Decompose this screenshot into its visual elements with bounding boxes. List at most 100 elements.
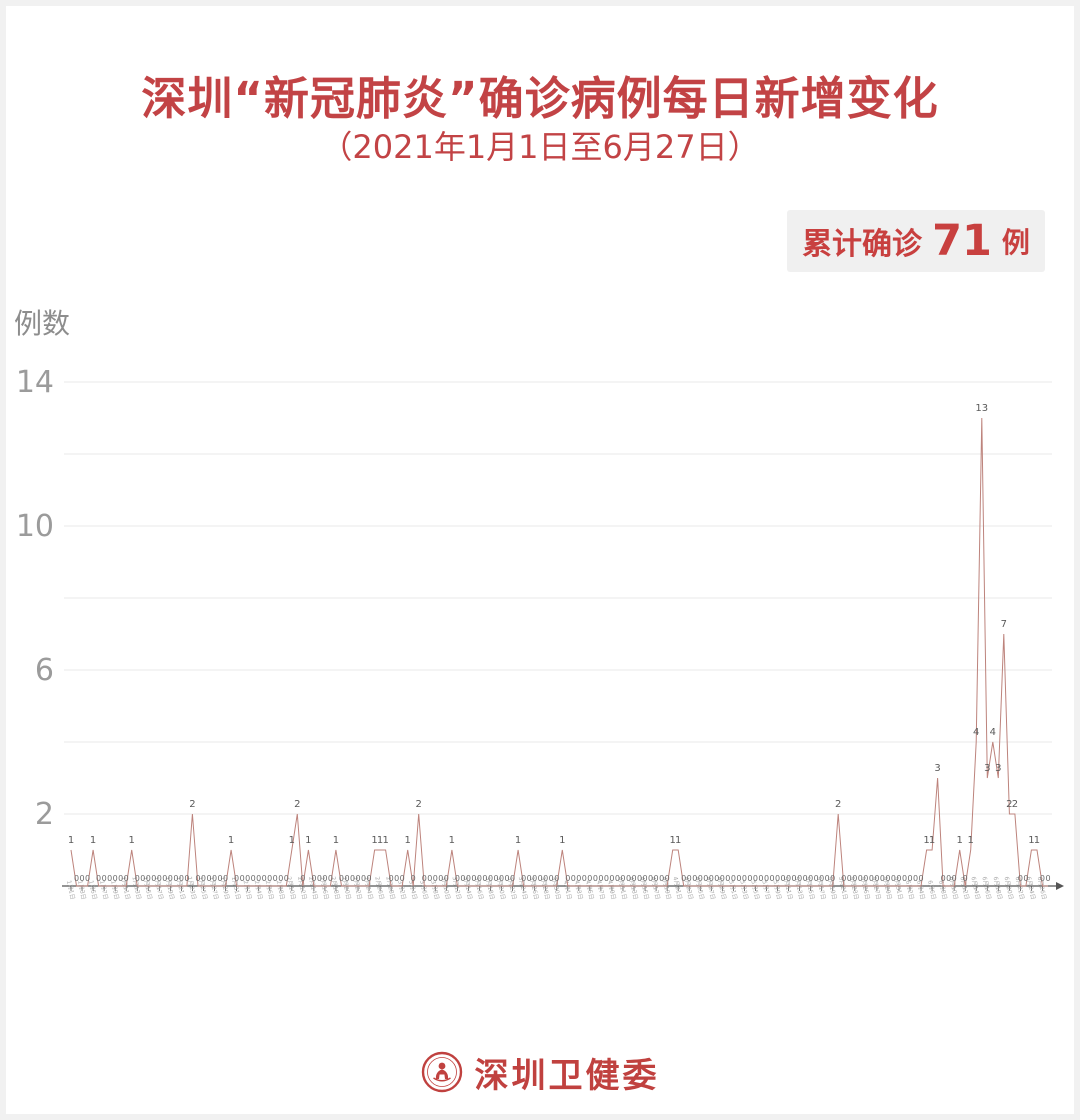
x-date-label: 6月22日 — [1014, 876, 1026, 900]
value-label: 1 — [371, 835, 377, 846]
zero-label: 0 — [427, 874, 432, 883]
x-date-label: 5月15日 — [804, 876, 816, 900]
zero-label: 0 — [223, 874, 228, 883]
value-label: 2 — [835, 799, 841, 810]
x-date-label: 2月4日 — [253, 880, 264, 901]
x-date-label: 3月6日 — [418, 880, 429, 901]
x-date-label: 1月5日 — [87, 880, 98, 901]
value-label: 3 — [984, 763, 990, 774]
zero-label: 0 — [317, 874, 322, 883]
x-date-label: 3月30日 — [550, 876, 562, 900]
zero-label: 0 — [654, 874, 659, 883]
zero-label: 0 — [549, 874, 554, 883]
daily-cases-chart: 2 6 10 14 1月1日 1月3日 1月5日 1月7日 1月9日 1月11日 1月13日 1月15… — [6, 336, 1074, 1016]
zero-label: 0 — [355, 874, 360, 883]
zero-label: 0 — [251, 874, 256, 883]
x-date-label: 6月18日 — [991, 876, 1003, 900]
zero-label: 0 — [135, 874, 140, 883]
x-date-label: 3月24日 — [517, 876, 529, 900]
zero-label: 0 — [941, 874, 946, 883]
x-date-label: 6月10日 — [947, 876, 959, 900]
zero-label: 0 — [626, 874, 631, 883]
zero-label: 0 — [234, 874, 239, 883]
zero-label: 0 — [814, 874, 819, 883]
zero-label: 0 — [521, 874, 526, 883]
zero-label: 0 — [74, 874, 79, 883]
zero-label: 0 — [460, 874, 465, 883]
zero-label: 0 — [565, 874, 570, 883]
x-date-label: 2月16日 — [318, 876, 330, 900]
value-label: 1 — [1028, 835, 1034, 846]
zero-label: 0 — [201, 874, 206, 883]
zero-label: 0 — [394, 874, 399, 883]
x-date-label: 2月24日 — [362, 876, 374, 900]
zero-label: 0 — [499, 874, 504, 883]
x-date-label: 3月28日 — [539, 876, 551, 900]
zero-label: 0 — [113, 874, 118, 883]
value-label: 2 — [416, 799, 422, 810]
zero-label: 0 — [151, 874, 156, 883]
x-date-label: 1月23日 — [186, 876, 198, 900]
zero-label: 0 — [631, 874, 636, 883]
x-date-label: 4月11日 — [616, 876, 628, 900]
x-date-label: 2月6日 — [264, 880, 275, 901]
value-label: 1 — [68, 835, 74, 846]
y-tick-labels: 2 6 10 14 — [16, 365, 54, 832]
x-date-label: 6月26日 — [1036, 876, 1048, 900]
zero-label: 0 — [747, 874, 752, 883]
zero-label: 0 — [322, 874, 327, 883]
zero-label: 0 — [328, 874, 333, 883]
y-tick-label: 10 — [16, 509, 54, 544]
zero-label: 0 — [367, 874, 372, 883]
zero-label: 0 — [350, 874, 355, 883]
y-tick-label: 14 — [16, 365, 54, 400]
x-date-label: 3月16日 — [473, 876, 485, 900]
zero-label: 0 — [907, 874, 912, 883]
zero-label: 0 — [344, 874, 349, 883]
x-date-label: 5月31日 — [892, 876, 904, 900]
x-date-label: 5月13日 — [793, 876, 805, 900]
zero-label: 0 — [576, 874, 581, 883]
zero-label: 0 — [505, 874, 510, 883]
x-date-label: 3月10日 — [440, 876, 452, 900]
value-label: 4 — [973, 727, 979, 738]
zero-label: 0 — [604, 874, 609, 883]
zero-label: 0 — [85, 874, 90, 883]
zero-label: 0 — [764, 874, 769, 883]
value-label: 1 — [289, 835, 295, 846]
value-label: 4 — [990, 727, 996, 738]
value-label: 1 — [669, 835, 675, 846]
x-date-label: 6月20日 — [1003, 876, 1015, 900]
x-date-label: 3月26日 — [528, 876, 540, 900]
badge-suffix: 例 — [1001, 226, 1030, 259]
zero-label: 0 — [885, 874, 890, 883]
badge-count: 71 — [932, 215, 992, 266]
x-date-label: 1月27日 — [208, 876, 220, 900]
x-date-label: 2月22日 — [351, 876, 363, 900]
value-label: 1 — [449, 835, 455, 846]
zero-label: 0 — [692, 874, 697, 883]
x-date-label: 5月17日 — [815, 876, 827, 900]
zero-label: 0 — [803, 874, 808, 883]
series — [70, 417, 1048, 887]
zero-label: 0 — [637, 874, 642, 883]
zero-label: 0 — [262, 874, 267, 883]
x-date-label: 4月1日 — [562, 880, 573, 901]
zero-label: 0 — [808, 874, 813, 883]
value-labels: 10 0 010 0 0 0 0 010 0 0 0 0 0 0 0 0 020 0 0 0 0 010 0 0 0 0 0 0 0 0 0… — [68, 403, 1051, 883]
zero-label: 0 — [902, 874, 907, 883]
x-date-label: 4月17日 — [649, 876, 661, 900]
zero-label: 0 — [731, 874, 736, 883]
daily-cases-line — [70, 417, 1048, 887]
zero-label: 0 — [725, 874, 730, 883]
x-date-label: 5月29日 — [881, 876, 893, 900]
zero-label: 0 — [896, 874, 901, 883]
zero-label: 0 — [157, 874, 162, 883]
zero-label: 0 — [1023, 874, 1028, 883]
zero-label: 0 — [300, 874, 305, 883]
zero-label: 0 — [825, 874, 830, 883]
x-date-label: 2月12日 — [296, 876, 308, 900]
zero-label: 0 — [124, 874, 129, 883]
value-label: 13 — [975, 403, 988, 414]
x-date-label: 5月21日 — [837, 876, 849, 900]
